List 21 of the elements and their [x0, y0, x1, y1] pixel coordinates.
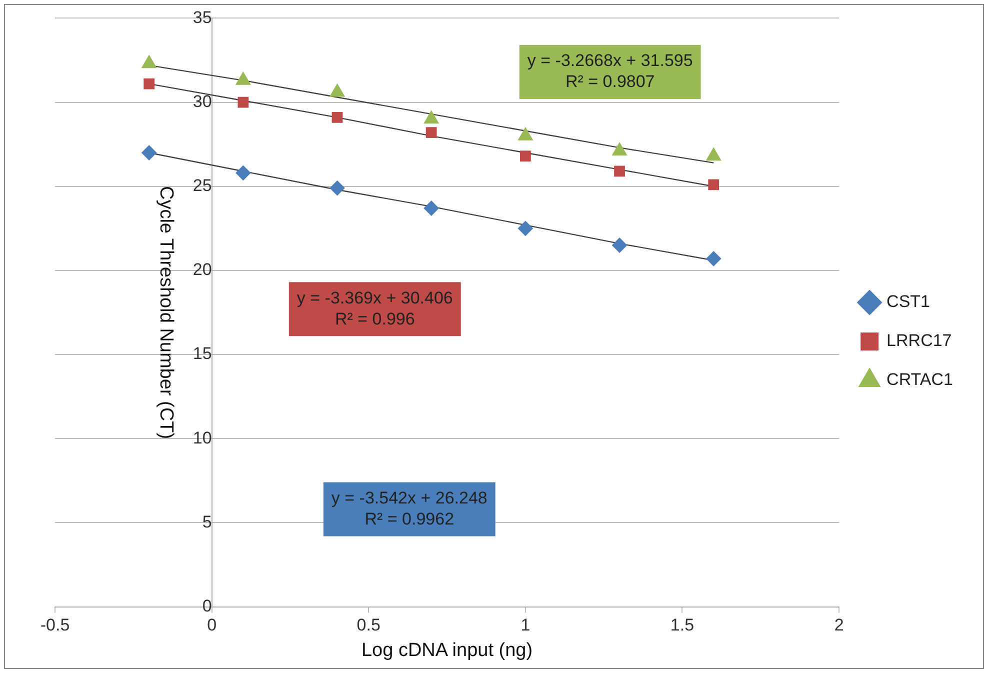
legend-label: CST1: [886, 292, 930, 312]
y-tick-label: 20: [192, 260, 212, 280]
y-tick-label: 30: [192, 92, 212, 111]
x-tick-label: 1: [520, 616, 530, 635]
legend-label: CRTAC1: [886, 370, 954, 390]
y-axis-title: Cycle Threshold Number (CT): [155, 186, 176, 440]
annotation: y = -3.369x + 30.406 R² = 0.996: [296, 288, 453, 328]
y-tick-label: 15: [192, 344, 212, 364]
y-tick-label: 0: [202, 596, 212, 616]
annotation: y = -3.2668x + 31.595 R² = 0.9807: [527, 51, 693, 92]
y-tick-label: 5: [202, 512, 212, 532]
y-tick-label: 35: [192, 8, 212, 27]
legend-label: LRRC17: [886, 331, 952, 350]
y-tick-label: 10: [192, 428, 212, 448]
x-axis-title: Log cDNA input (ng): [361, 640, 533, 661]
x-tick-label: 2: [834, 616, 844, 635]
x-tick-label: 1.5: [670, 616, 694, 635]
annotation: y = -3.542x + 26.248 R² = 0.9962: [331, 488, 488, 528]
x-tick-label: -0.5: [40, 616, 70, 635]
x-tick-label: 0.5: [356, 616, 380, 635]
y-tick-label: 25: [192, 176, 212, 196]
